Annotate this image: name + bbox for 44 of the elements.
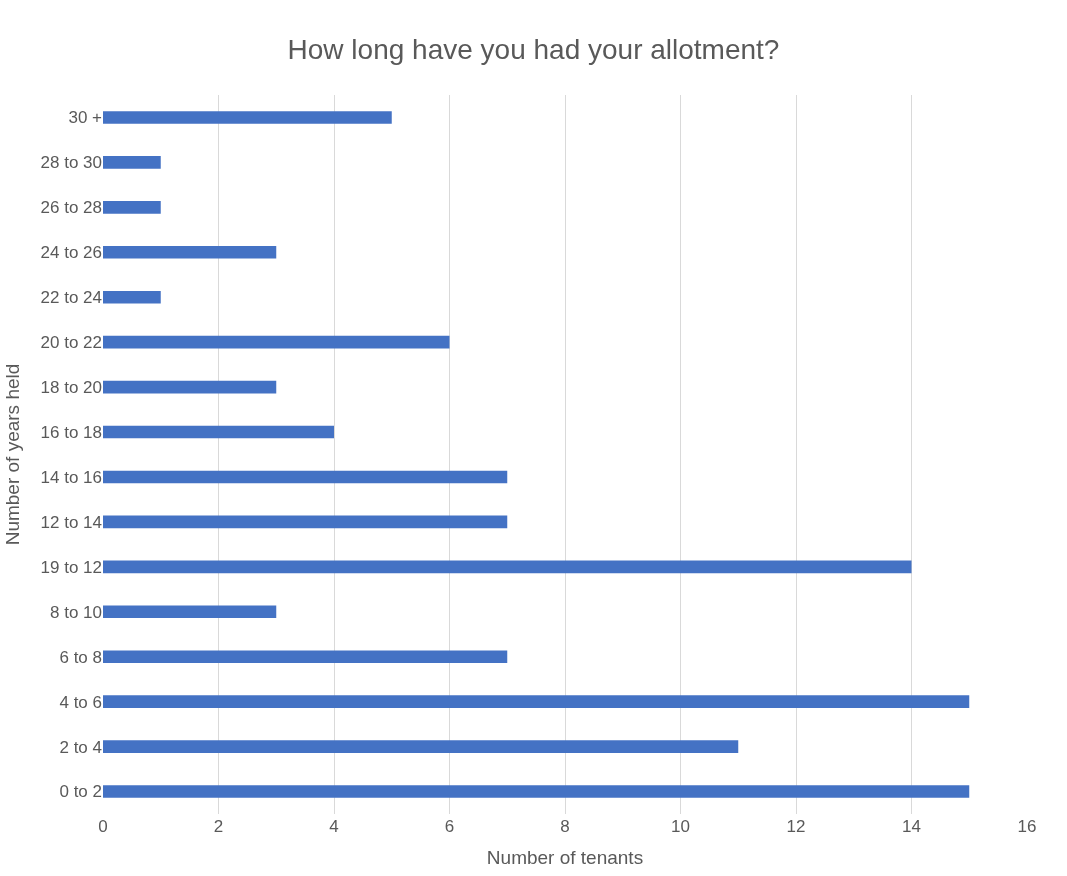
y-tick-label: 26 to 28 <box>40 198 102 218</box>
bar <box>103 425 334 439</box>
x-tick-label: 12 <box>786 817 806 836</box>
x-tick-label: 8 <box>560 817 570 836</box>
x-tick-label: 16 <box>1017 817 1037 836</box>
y-tick-label: 8 to 10 <box>50 602 102 622</box>
x-tick-label: 2 <box>213 817 224 836</box>
bar <box>103 335 450 349</box>
y-tick-label: 16 to 18 <box>40 422 102 442</box>
bar <box>103 695 970 708</box>
bar <box>103 470 508 484</box>
bar <box>103 740 739 753</box>
y-tick-label: 19 to 12 <box>40 557 102 577</box>
y-tick-label: 24 to 26 <box>40 243 102 263</box>
y-tick-label: 28 to 30 <box>40 153 102 173</box>
x-tick-label: 10 <box>671 817 690 836</box>
y-tick-label: 18 to 20 <box>40 378 102 398</box>
y-tick-label: 20 to 22 <box>40 333 102 353</box>
bar <box>103 605 277 619</box>
bar <box>103 785 970 798</box>
x-tick-label: 14 <box>902 817 921 836</box>
bar <box>103 201 161 214</box>
bar <box>103 515 508 529</box>
bar <box>103 650 508 664</box>
y-tick-label: 30 + <box>68 108 103 128</box>
y-tick-label: 14 to 16 <box>40 467 102 487</box>
x-axis-title: Number of tenants <box>486 846 644 868</box>
x-tick-label: 6 <box>444 817 455 836</box>
x-tick-label: 0 <box>98 817 108 836</box>
y-tick-label: 6 to 8 <box>59 647 102 667</box>
bar <box>103 245 277 259</box>
bar <box>103 560 912 574</box>
bar <box>103 380 277 394</box>
y-tick-label: 4 to 6 <box>59 692 102 712</box>
y-tick-label: 22 to 24 <box>40 288 102 308</box>
bar <box>103 290 161 304</box>
y-tick-label: 12 to 14 <box>40 512 102 532</box>
x-tick-label: 4 <box>329 817 339 836</box>
y-axis-title: Number of years held <box>2 363 24 546</box>
y-tick-label: 2 to 4 <box>59 737 102 757</box>
chart-title: How long have you had your allotment? <box>287 34 780 66</box>
bar <box>103 111 392 124</box>
y-tick-label: 0 to 2 <box>59 782 102 802</box>
bar <box>103 156 161 169</box>
